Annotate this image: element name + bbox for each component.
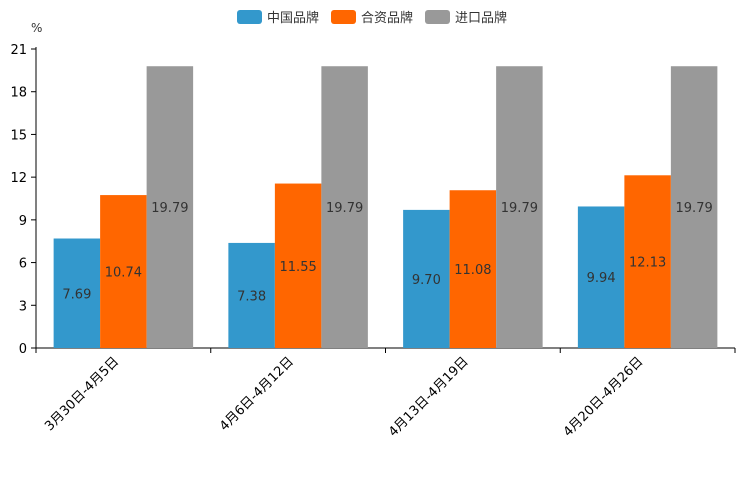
- y-tick-label-1: 3: [19, 299, 27, 314]
- data-label-series1-cat0: 10.74: [105, 266, 142, 281]
- legend-label-china-brand: 中国品牌: [266, 11, 319, 26]
- bar-series0-cat2[interactable]: [403, 209, 450, 348]
- legend: 中国品牌 合资品牌 进口品牌: [0, 7, 744, 26]
- legend-item-china-brand[interactable]: 中国品牌: [236, 7, 319, 26]
- data-label-series1-cat3: 12.13: [629, 256, 666, 271]
- bar-series1-cat3[interactable]: [624, 175, 671, 348]
- bar-series0-cat3[interactable]: [577, 206, 625, 348]
- y-tick-label-0: 0: [19, 342, 27, 357]
- y-tick-label-3: 9: [19, 214, 27, 229]
- y-tick-label-4: 12: [10, 171, 27, 186]
- data-label-series0-cat2: 9.70: [412, 273, 441, 288]
- legend-label-joint-venture-brand: 合资品牌: [360, 11, 413, 26]
- data-label-series2-cat2: 19.79: [501, 201, 538, 216]
- data-label-series0-cat3: 9.94: [587, 271, 616, 286]
- data-label-series0-cat1: 7.38: [237, 289, 266, 304]
- bar-series0-cat1[interactable]: [228, 242, 275, 348]
- y-tick-label-6: 18: [10, 86, 27, 101]
- x-category-label-3: 4月20日-4月26日: [561, 354, 647, 440]
- y-tick-label-2: 6: [19, 257, 27, 272]
- bar-series2-cat0[interactable]: [146, 66, 194, 349]
- x-category-label-0: 3月30日-4月5日: [42, 354, 122, 434]
- x-category-label-2: 4月13日-4月19日: [386, 354, 472, 440]
- data-label-series2-cat1: 19.79: [326, 201, 363, 216]
- bar-series2-cat2[interactable]: [496, 66, 543, 349]
- bar-series0-cat0[interactable]: [53, 238, 101, 348]
- legend-label-imported-brand: 进口品牌: [455, 11, 508, 26]
- y-tick-label-7: 21: [10, 43, 27, 58]
- legend-item-imported-brand[interactable]: 进口品牌: [425, 7, 507, 26]
- x-category-label-1: 4月6日-4月12日: [217, 354, 297, 434]
- bar-series1-cat0[interactable]: [100, 195, 147, 348]
- data-label-series1-cat1: 11.55: [280, 260, 317, 275]
- y-axis-unit: %: [31, 21, 43, 35]
- data-label-series2-cat3: 19.79: [676, 201, 713, 216]
- data-label-series1-cat2: 11.08: [454, 263, 491, 278]
- bar-series1-cat2[interactable]: [449, 190, 497, 348]
- legend-swatch-china-brand: [236, 9, 262, 24]
- legend-swatch-joint-venture-brand: [330, 9, 356, 24]
- y-tick-label-5: 15: [10, 128, 27, 143]
- bar-series1-cat1[interactable]: [274, 183, 322, 348]
- legend-item-joint-venture-brand[interactable]: 合资品牌: [330, 7, 413, 26]
- bar-series2-cat1[interactable]: [321, 66, 368, 349]
- legend-swatch-imported-brand: [425, 9, 450, 24]
- data-label-series2-cat0: 19.79: [151, 201, 188, 216]
- data-label-series0-cat0: 7.69: [62, 287, 91, 302]
- bar-series2-cat3[interactable]: [670, 66, 718, 349]
